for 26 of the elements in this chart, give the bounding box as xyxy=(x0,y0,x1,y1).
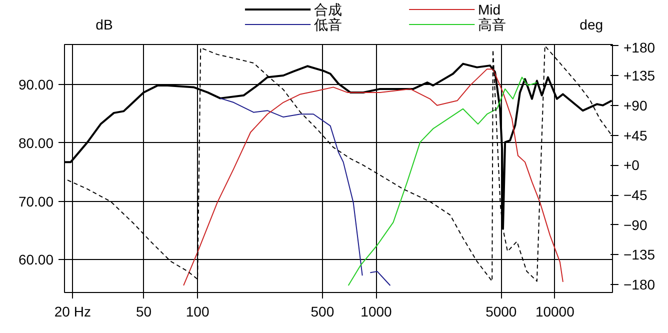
x-tick-label: 500 xyxy=(310,304,334,320)
x-tick-label: 5000 xyxy=(486,304,517,320)
legend-label: Mid xyxy=(478,2,501,18)
y2-tick-label: +135 xyxy=(624,68,656,84)
legend-label: 高音 xyxy=(478,16,506,32)
legend-label: 合成 xyxy=(314,2,342,18)
y2-tick-label: −180 xyxy=(624,276,656,293)
x-tick-label: 100 xyxy=(186,304,210,320)
y-tick-label: 70.00 xyxy=(18,193,54,210)
legend-label: 低音 xyxy=(314,16,342,32)
y2-tick-label: −90 xyxy=(624,216,648,233)
x-tick-label: 1000 xyxy=(360,304,392,320)
x-tick-label: 20 Hz xyxy=(54,304,91,320)
y2-tick-label: −135 xyxy=(624,246,656,263)
y-axis-title: dB xyxy=(96,16,113,32)
y-tick-label: 60.00 xyxy=(18,252,54,268)
y2-axis-title: deg xyxy=(580,16,604,32)
y2-tick-label: −45 xyxy=(624,187,648,204)
y-tick-label: 80.00 xyxy=(18,134,54,151)
y2-tick-label: +90 xyxy=(624,98,648,114)
y-tick-label: 90.00 xyxy=(18,76,54,92)
y2-tick-label: +180 xyxy=(624,40,656,56)
y2-tick-label: +45 xyxy=(624,127,648,144)
x-tick-label: 10000 xyxy=(535,304,575,320)
y2-tick-label: +0 xyxy=(624,157,640,174)
x-tick-label: 50 xyxy=(136,304,152,320)
